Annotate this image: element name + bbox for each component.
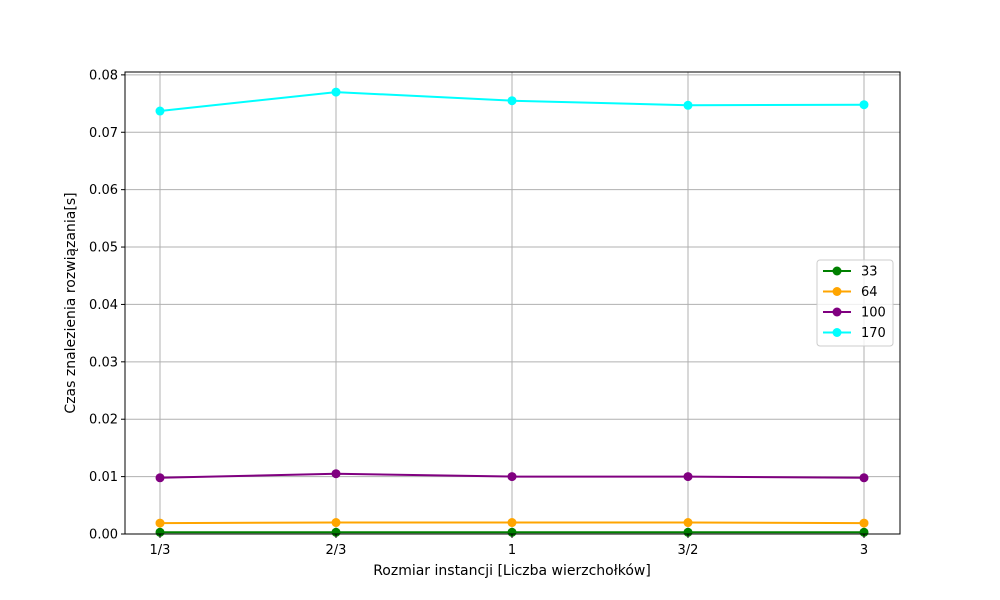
legend-marker xyxy=(832,266,842,276)
data-point xyxy=(859,473,869,483)
data-point xyxy=(155,473,165,483)
data-point xyxy=(155,106,165,116)
legend: 33 64 100 170 xyxy=(816,259,894,347)
x-tick-label: 3 xyxy=(860,543,868,558)
y-tick-label: 0.00 xyxy=(89,528,118,543)
x-tick-label: 3/2 xyxy=(678,543,699,558)
data-point xyxy=(859,527,869,537)
data-point xyxy=(507,96,517,106)
legend-box xyxy=(816,259,894,347)
legend-marker xyxy=(832,287,842,296)
series-100 xyxy=(155,469,869,483)
legend-entry-label: 170 xyxy=(861,326,886,341)
data-point xyxy=(155,518,165,528)
y-tick-label: 0.03 xyxy=(89,355,118,370)
series-layer xyxy=(155,87,869,537)
x-tick-label: 1/3 xyxy=(150,543,171,558)
y-tick-label: 0.01 xyxy=(89,470,118,485)
grid xyxy=(125,72,900,535)
data-point xyxy=(331,527,341,537)
data-point xyxy=(331,469,341,479)
x-axis-label: Rozmiar instancji [Liczba wierzchołków] xyxy=(373,563,651,579)
data-point xyxy=(331,518,341,528)
y-tick-label: 0.05 xyxy=(89,241,118,256)
legend-marker xyxy=(832,328,842,337)
y-tick-label: 0.02 xyxy=(89,413,118,428)
series-64 xyxy=(155,518,869,528)
y-axis-label: Czas znalezienia rozwiązania[s] xyxy=(63,192,79,413)
data-point xyxy=(859,100,869,110)
x-tick-label: 1 xyxy=(508,543,516,558)
x-tick-label: 2/3 xyxy=(326,543,347,558)
legend-entry-label: 64 xyxy=(861,285,878,300)
y-tick-label: 0.07 xyxy=(89,126,118,141)
data-point xyxy=(683,518,693,528)
data-point xyxy=(331,87,341,97)
x-axis: 1/3 2/3 1 3/2 3 xyxy=(150,534,868,558)
y-axis: 0.00 0.01 0.02 0.03 0.04 0.05 0.06 0.07 0.08 xyxy=(89,68,125,543)
y-tick-label: 0.08 xyxy=(89,68,118,83)
legend-entry-label: 100 xyxy=(861,306,886,321)
legend-marker xyxy=(832,307,842,317)
series-170 xyxy=(155,87,869,116)
series-33 xyxy=(155,527,869,537)
data-point xyxy=(507,472,517,482)
data-point xyxy=(859,518,869,528)
data-point xyxy=(683,472,693,482)
legend-entry-label: 33 xyxy=(861,265,878,280)
data-point xyxy=(507,518,517,528)
data-point xyxy=(683,100,693,110)
y-tick-label: 0.04 xyxy=(89,298,118,313)
y-tick-label: 0.06 xyxy=(89,183,118,198)
data-point xyxy=(683,527,693,537)
data-point xyxy=(507,527,517,537)
data-point xyxy=(155,527,165,537)
